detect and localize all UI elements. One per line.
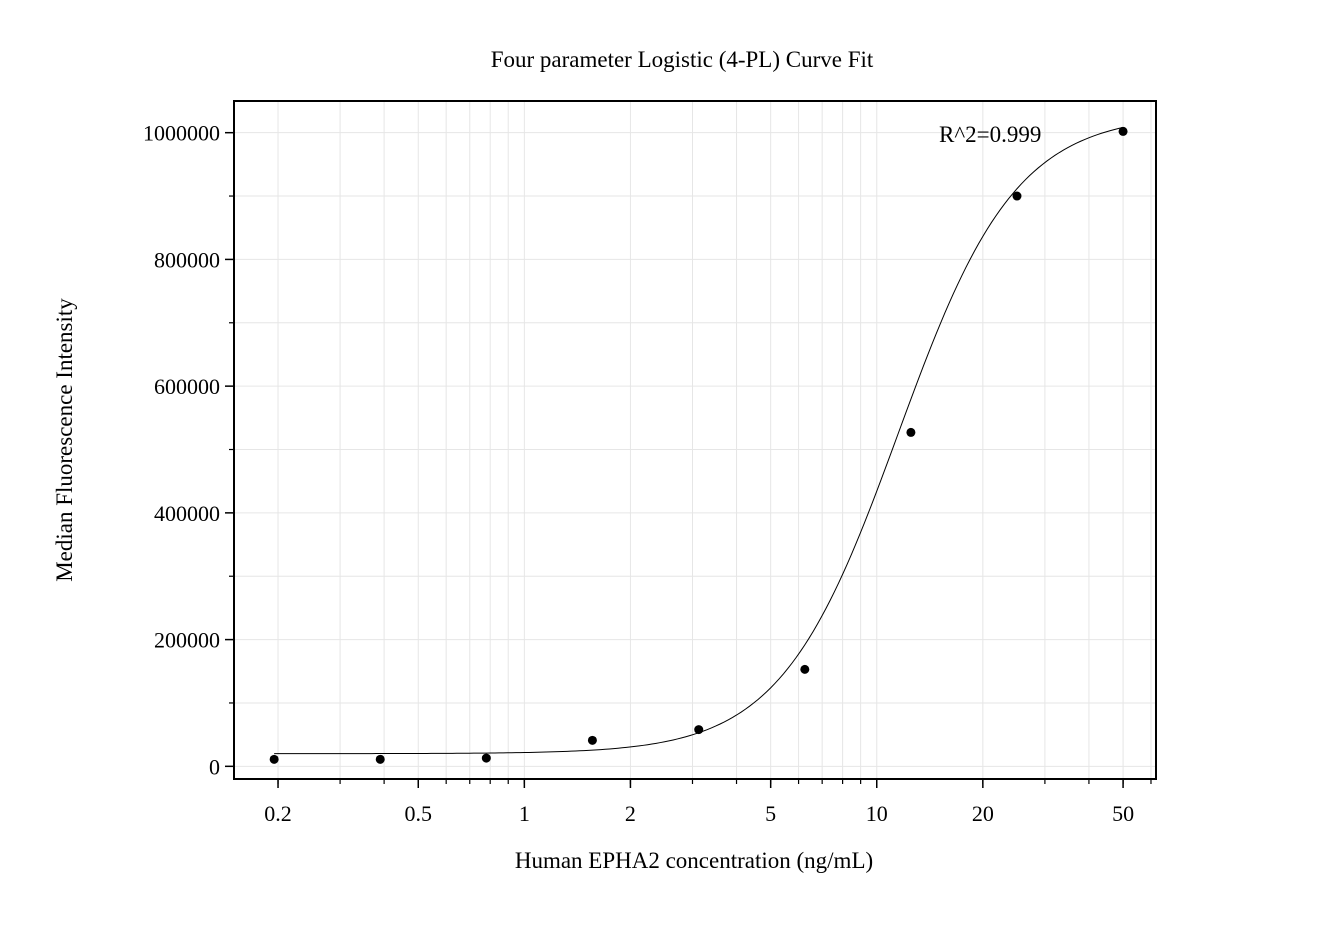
y-tick-label: 1000000 xyxy=(143,121,220,146)
data-point xyxy=(1118,126,1128,136)
y-axis-ticks: 0 200000 400000 600000 800000 1000000 xyxy=(143,121,234,779)
x-tick-label: 5 xyxy=(765,801,776,826)
r-squared-annotation: R^2=0.999 xyxy=(939,122,1041,147)
data-point xyxy=(906,427,916,437)
x-axis-ticks: 0.2 0.5 1 2 5 10 20 50 xyxy=(264,779,1152,826)
y-tick-label: 600000 xyxy=(154,374,220,399)
fit-curve xyxy=(274,126,1124,755)
x-tick-label: 1 xyxy=(519,801,530,826)
y-tick-label: 0 xyxy=(209,754,220,779)
x-tick-label: 50 xyxy=(1112,801,1134,826)
data-point xyxy=(481,753,491,763)
y-tick-label: 400000 xyxy=(154,501,220,526)
plot-frame xyxy=(233,100,1157,780)
data-point xyxy=(587,735,597,745)
axes xyxy=(233,100,1157,780)
x-tick-label: 20 xyxy=(972,801,994,826)
x-axis-label: Human EPHA2 concentration (ng/mL) xyxy=(515,848,873,873)
data-point xyxy=(694,725,704,735)
data-point xyxy=(1012,191,1022,201)
data-points xyxy=(269,126,1128,764)
data-point xyxy=(375,754,385,764)
chart-title: Four parameter Logistic (4-PL) Curve Fit xyxy=(491,47,874,72)
data-point xyxy=(800,664,810,674)
x-tick-label: 0.5 xyxy=(405,801,433,826)
data-point xyxy=(269,754,279,764)
x-tick-label: 0.2 xyxy=(264,801,292,826)
x-tick-label: 10 xyxy=(866,801,888,826)
x-tick-label: 2 xyxy=(625,801,636,826)
y-axis-label: Median Fluorescence Intensity xyxy=(52,298,77,582)
grid-lines xyxy=(234,101,1156,779)
y-tick-label: 200000 xyxy=(154,628,220,653)
y-tick-label: 800000 xyxy=(154,247,220,272)
